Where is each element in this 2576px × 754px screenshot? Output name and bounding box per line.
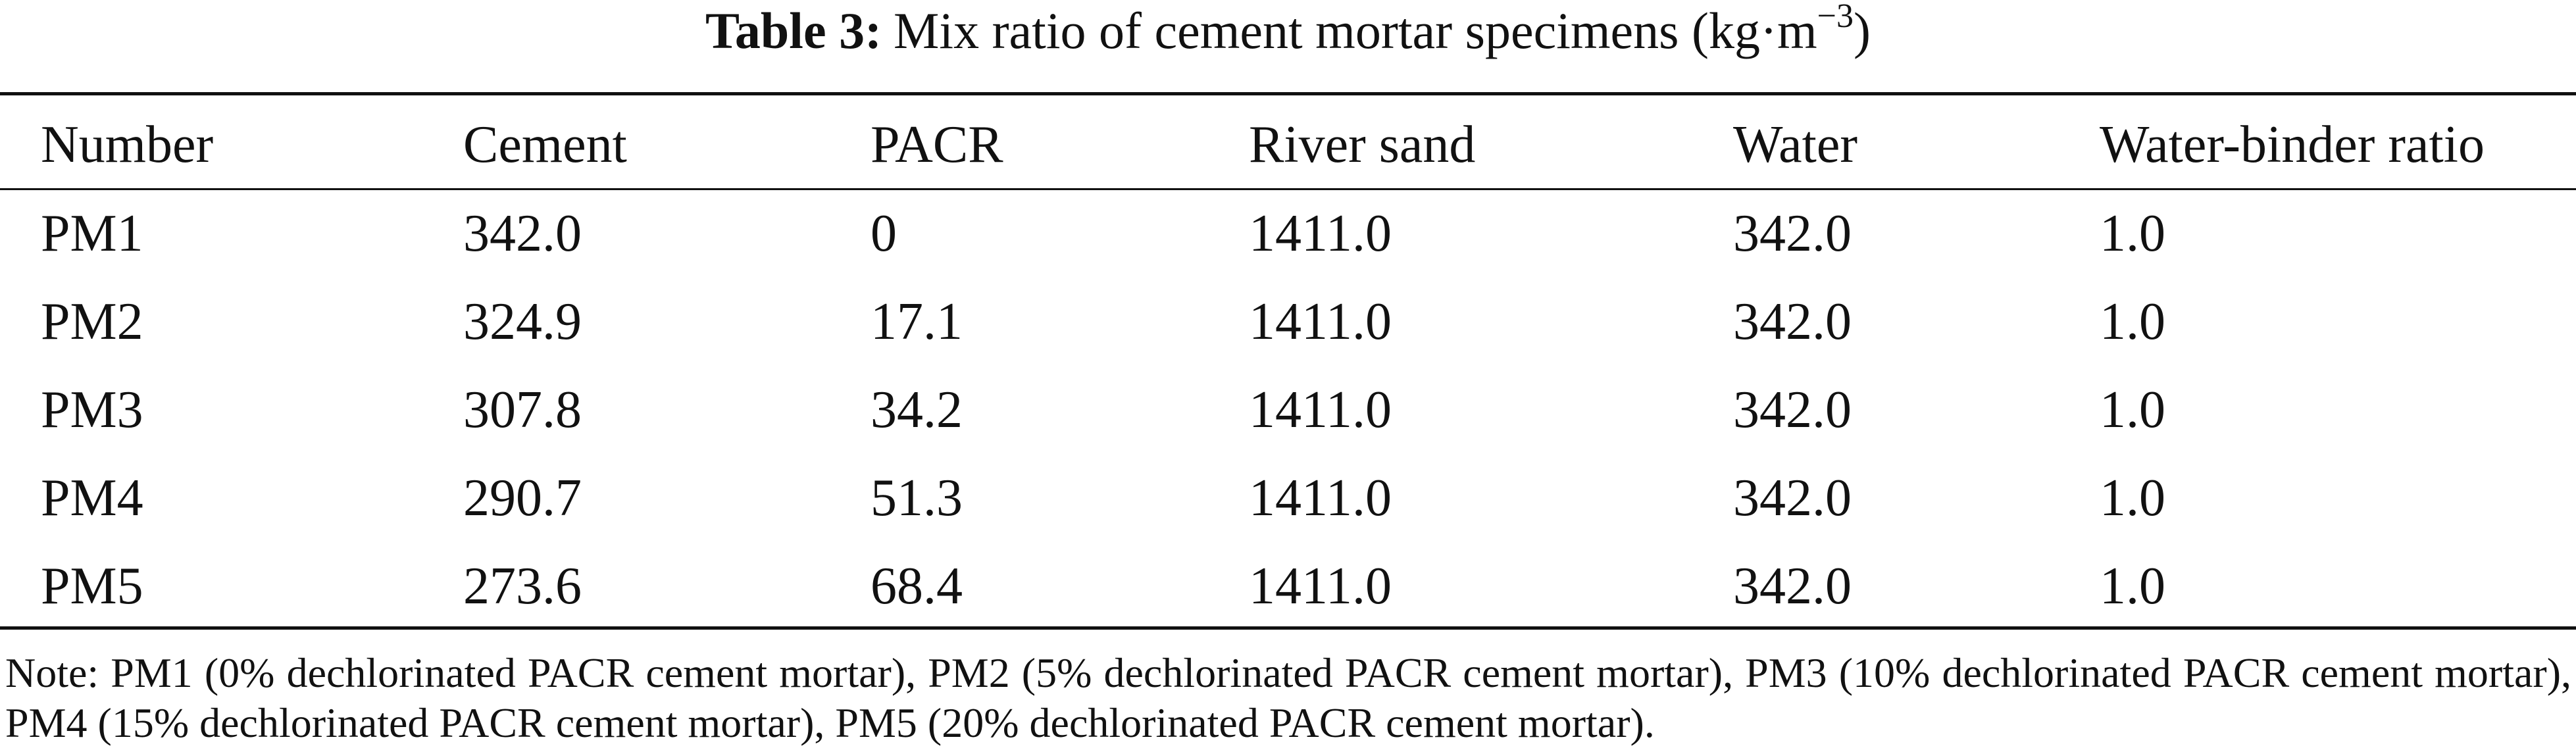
- table-cell: 324.9: [463, 293, 582, 351]
- table-cell: PM2: [41, 293, 143, 351]
- table-cell: 51.3: [871, 469, 963, 527]
- column-header: Water-binder ratio: [2100, 116, 2485, 174]
- column-header: Cement: [463, 116, 627, 174]
- column-header: Number: [41, 116, 214, 174]
- column-header: River sand: [1249, 116, 1476, 174]
- table-cell: 1.0: [2100, 557, 2165, 615]
- header-rule: [0, 188, 2576, 190]
- table-cell: 1411.0: [1249, 469, 1392, 527]
- table-cell: 1.0: [2100, 381, 2165, 439]
- table-cell: 342.0: [463, 205, 582, 263]
- table-cell: PM5: [41, 557, 143, 615]
- table-cell: 1411.0: [1249, 381, 1392, 439]
- table-cell: 1.0: [2100, 205, 2165, 263]
- column-header: Water: [1733, 116, 1857, 174]
- table-cell: 342.0: [1733, 205, 1852, 263]
- table-cell: PM1: [41, 205, 143, 263]
- table-cell: 17.1: [871, 293, 963, 351]
- table-cell: 0: [871, 205, 897, 263]
- table-cell: 273.6: [463, 557, 582, 615]
- table-cell: 307.8: [463, 381, 582, 439]
- table-cell: 342.0: [1733, 293, 1852, 351]
- table-cell: 1.0: [2100, 469, 2165, 527]
- table-cell: 342.0: [1733, 557, 1852, 615]
- title-superscript: −3: [1817, 0, 1854, 35]
- table-cell: 1.0: [2100, 293, 2165, 351]
- column-header: PACR: [871, 116, 1003, 174]
- table-cell: PM3: [41, 381, 143, 439]
- title-text: Mix ratio of cement mortar specimens (kg…: [894, 2, 1817, 59]
- table-title: Table 3: Mix ratio of cement mortar speci…: [0, 0, 2576, 61]
- table-cell: 1411.0: [1249, 557, 1392, 615]
- top-rule: [0, 92, 2576, 95]
- table-cell: 34.2: [871, 381, 963, 439]
- table-note: Note: PM1 (0% dechlorinated PACR cement …: [5, 649, 2571, 746]
- bottom-rule: [0, 626, 2576, 630]
- title-end: ): [1853, 2, 1871, 59]
- table-cell: 68.4: [871, 557, 963, 615]
- table-cell: 1411.0: [1249, 293, 1392, 351]
- table-cell: 1411.0: [1249, 205, 1392, 263]
- table-cell: 290.7: [463, 469, 582, 527]
- table-cell: PM4: [41, 469, 143, 527]
- table-label: Table 3:: [705, 2, 882, 59]
- table-cell: 342.0: [1733, 381, 1852, 439]
- table-cell: 342.0: [1733, 469, 1852, 527]
